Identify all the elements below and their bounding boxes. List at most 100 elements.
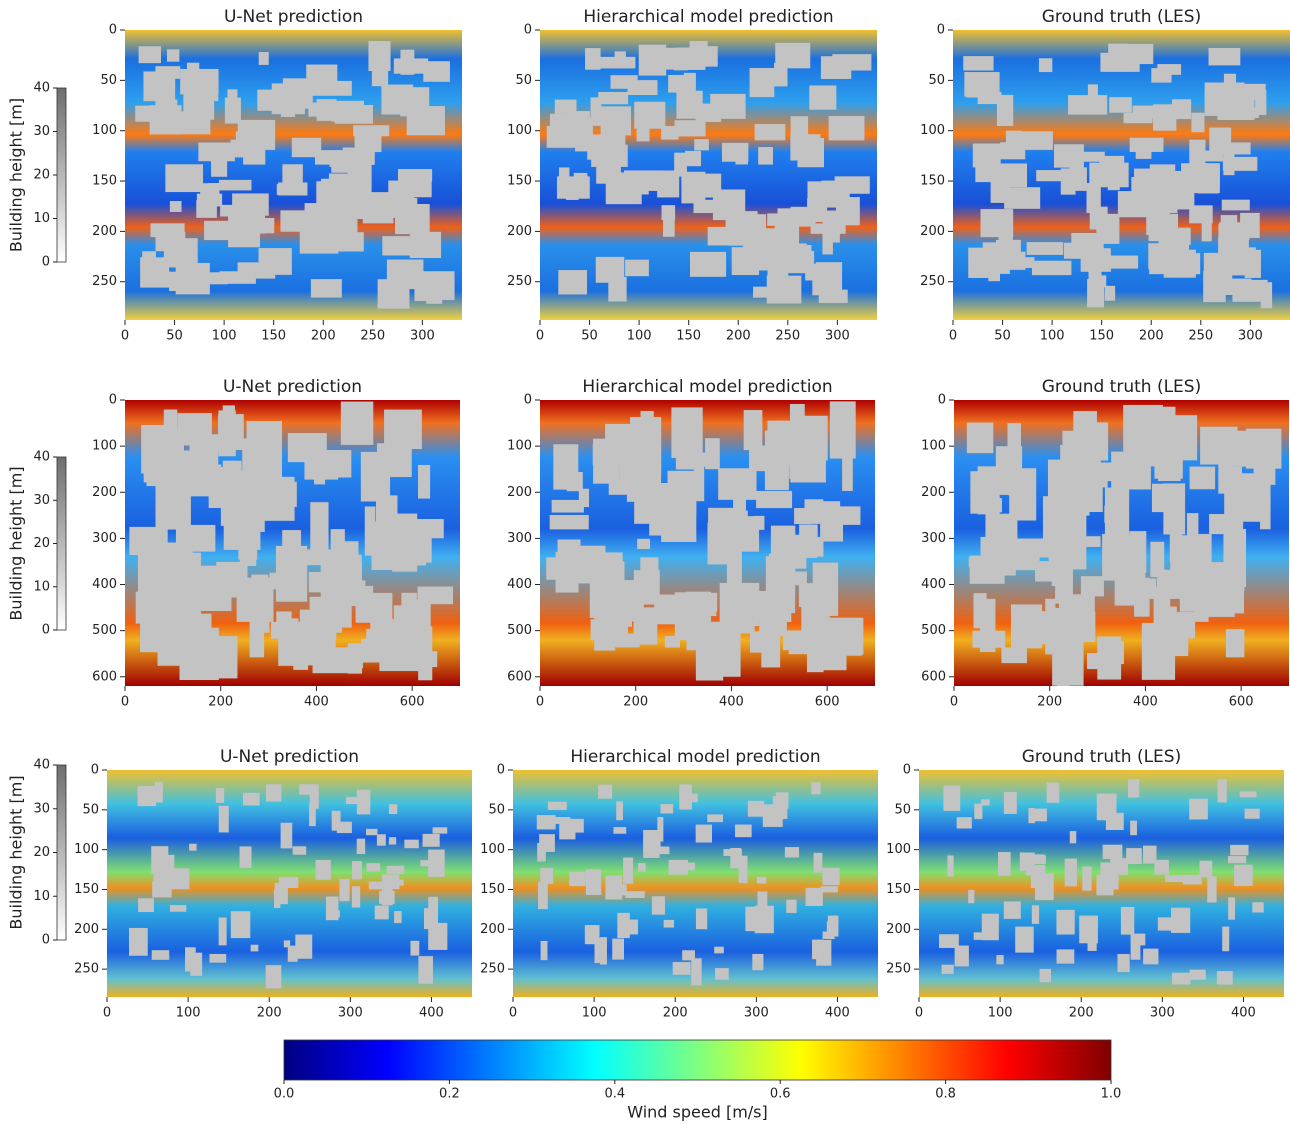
building <box>391 418 404 430</box>
building <box>653 51 690 69</box>
building <box>398 169 432 181</box>
building <box>151 223 185 237</box>
building <box>777 208 796 227</box>
building <box>748 801 764 817</box>
building <box>1061 168 1076 194</box>
building <box>1117 954 1129 972</box>
building <box>323 450 351 477</box>
building <box>375 906 389 920</box>
building <box>394 58 428 73</box>
building <box>1183 875 1202 885</box>
y-tick-label: 400 <box>921 577 946 592</box>
building <box>387 866 405 874</box>
heatmap <box>125 30 462 320</box>
building <box>382 874 399 889</box>
building <box>322 589 352 628</box>
x-tick-label: 100 <box>582 1006 607 1021</box>
colorbar-tick-label: 0.2 <box>439 1087 460 1102</box>
building <box>975 165 995 182</box>
building <box>757 877 766 884</box>
building <box>1004 187 1040 209</box>
colorbar-tick-label: 20 <box>33 845 50 860</box>
building <box>682 950 695 960</box>
building <box>341 402 373 445</box>
building <box>616 801 623 820</box>
building <box>394 911 402 923</box>
building <box>228 221 261 234</box>
building <box>152 950 170 960</box>
y-tick-label: 100 <box>92 439 117 454</box>
colorbar-tick-label: 10 <box>33 211 50 226</box>
building <box>295 935 312 959</box>
building <box>1228 856 1246 863</box>
y-tick-label: 50 <box>894 802 911 817</box>
building <box>1128 579 1157 599</box>
building <box>209 954 226 963</box>
building <box>361 452 390 502</box>
colorbar <box>57 765 66 940</box>
building <box>1172 973 1191 985</box>
y-tick-label: 400 <box>92 577 117 592</box>
building <box>1261 282 1272 308</box>
building <box>942 965 954 974</box>
x-tick-label: 0 <box>915 1006 923 1021</box>
building <box>1007 423 1021 464</box>
building <box>276 611 291 637</box>
building <box>1191 113 1204 133</box>
building <box>1217 95 1254 120</box>
building <box>685 151 701 166</box>
building <box>691 958 701 985</box>
building <box>404 840 418 849</box>
y-tick-label: 100 <box>507 123 532 138</box>
building <box>714 947 724 954</box>
y-tick-label: 0 <box>91 763 99 778</box>
building <box>805 888 822 906</box>
building <box>596 165 621 184</box>
x-tick-label: 200 <box>1139 329 1164 344</box>
building <box>1077 152 1105 162</box>
building <box>266 965 282 988</box>
building <box>377 834 386 845</box>
building <box>1228 897 1235 919</box>
x-tick-label: 100 <box>627 329 652 344</box>
figure: U-Net prediction050100150200250300050100… <box>0 0 1290 1125</box>
building <box>829 116 865 140</box>
x-tick-label: 300 <box>825 329 850 344</box>
building <box>139 46 161 63</box>
building <box>281 823 293 849</box>
panel-title: Ground truth (LES) <box>1022 747 1181 767</box>
building <box>821 211 859 221</box>
building <box>996 955 1003 964</box>
building <box>696 908 707 929</box>
building <box>601 603 632 626</box>
building <box>170 201 182 212</box>
building <box>1127 44 1153 64</box>
building <box>552 500 584 513</box>
x-tick-label: 100 <box>212 329 237 344</box>
building <box>1004 901 1021 918</box>
building <box>225 98 241 124</box>
building <box>313 626 336 640</box>
building <box>352 861 362 879</box>
y-tick-label: 0 <box>109 393 117 408</box>
building <box>189 844 197 851</box>
building <box>428 897 438 924</box>
colorbar-tick-label: 30 <box>33 801 50 816</box>
y-tick-label: 100 <box>886 842 911 857</box>
building <box>1218 779 1227 802</box>
building <box>612 939 624 960</box>
x-tick-label: 150 <box>1089 329 1114 344</box>
building <box>1040 969 1051 982</box>
x-tick-label: 50 <box>994 329 1011 344</box>
building <box>1001 647 1027 663</box>
building <box>1252 902 1263 912</box>
building <box>1020 853 1035 871</box>
building <box>142 251 156 262</box>
building <box>1150 542 1164 577</box>
building <box>1234 865 1253 886</box>
building <box>1039 58 1052 72</box>
building <box>807 181 836 207</box>
building <box>1081 576 1104 596</box>
building <box>1070 831 1077 843</box>
building <box>338 185 371 216</box>
